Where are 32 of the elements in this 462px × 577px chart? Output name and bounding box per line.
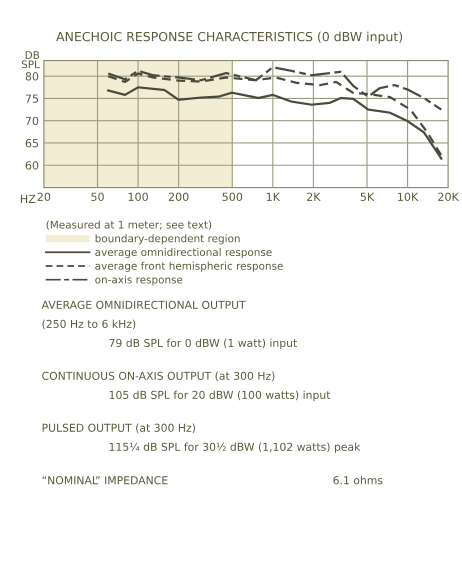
text: AVERAGE OMNIDIRECTIONAL OUTPUT — [42, 300, 246, 309]
x-tick-label: 500 — [222, 192, 242, 201]
text: 79 dB SPL for 0 dBW (1 watt) input — [109, 338, 298, 350]
legend-label: average front hemispheric response — [95, 262, 283, 272]
y-tick-label: 60 — [26, 161, 38, 170]
y-tick-label: 80 — [26, 72, 38, 81]
text: “NOMINAL” IMPEDANCE — [42, 476, 168, 484]
legend-label: average omnidirectional response — [95, 248, 272, 258]
legend-title: (Measured at 1 meter; see text) — [46, 220, 212, 230]
y-tick-label: 75 — [26, 94, 38, 103]
x-tick-label: 20K — [438, 192, 460, 201]
x-tick-label: 5K — [360, 192, 374, 201]
text: 115¼ dB SPL for 30½ dBW (1,102 watts) peak — [110, 442, 360, 453]
x-tick-label: 50 — [91, 192, 104, 201]
y-tick-label: 65 — [26, 138, 38, 148]
text: (250 Hz to 6 kHz) — [42, 320, 136, 330]
y-axis-title: DB SPL — [22, 51, 40, 68]
y-tick-label: 70 — [26, 116, 38, 126]
legend-label: boundary-dependent region — [96, 234, 240, 244]
x-tick-label: 100 — [128, 192, 148, 201]
x-tick-label: 200 — [168, 192, 189, 201]
chart-title: ANECHOIC RESPONSE CHARACTERISTICS (0 dBW input) — [56, 32, 402, 44]
x-tick-label: 2K — [307, 192, 321, 201]
x-tick-label: 10K — [398, 192, 419, 201]
text: PULSED OUTPUT (at 300 Hz) — [42, 423, 195, 434]
x-axis-title: HZ — [20, 194, 36, 203]
text: 6.1 ohms — [333, 476, 382, 484]
text: CONTINUOUS ON-AXIS OUTPUT (at 300 Hz) — [42, 372, 274, 382]
x-tick-label: 1K — [266, 192, 280, 201]
legend-label: on-axis response — [95, 275, 182, 286]
text: 105 dB SPL for 20 dBW (100 watts) input — [110, 390, 330, 402]
x-tick-label: 20 — [38, 192, 50, 201]
